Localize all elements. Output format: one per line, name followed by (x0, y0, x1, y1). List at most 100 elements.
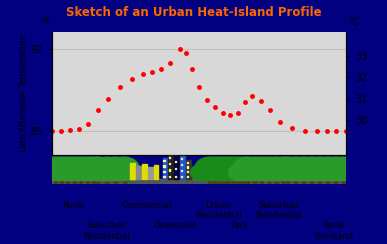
Ellipse shape (243, 164, 264, 181)
Ellipse shape (224, 164, 245, 181)
Text: Park: Park (230, 221, 248, 230)
Ellipse shape (314, 164, 337, 181)
Ellipse shape (60, 164, 82, 181)
Ellipse shape (71, 157, 103, 179)
Ellipse shape (60, 164, 82, 181)
Ellipse shape (205, 164, 226, 181)
Ellipse shape (210, 164, 230, 181)
Bar (105, 179, 108, 184)
Bar (175, 161, 176, 162)
Ellipse shape (92, 157, 122, 179)
Bar (86, 179, 89, 184)
Bar (310, 179, 313, 184)
Ellipse shape (86, 164, 108, 181)
Ellipse shape (283, 164, 305, 181)
Bar (114, 179, 117, 184)
Bar (181, 170, 182, 171)
Ellipse shape (237, 164, 258, 181)
Ellipse shape (96, 164, 117, 181)
Bar (286, 179, 289, 184)
Bar (163, 165, 164, 167)
Ellipse shape (200, 164, 221, 181)
Ellipse shape (257, 164, 277, 181)
Bar (181, 164, 182, 165)
Ellipse shape (190, 164, 211, 181)
Ellipse shape (73, 164, 95, 181)
Text: Suburban
Residential: Suburban Residential (255, 201, 302, 220)
Ellipse shape (105, 164, 126, 181)
Ellipse shape (264, 164, 284, 181)
Ellipse shape (66, 164, 89, 181)
Bar (187, 176, 188, 177)
Ellipse shape (253, 164, 274, 181)
Bar (180, 156, 185, 179)
Ellipse shape (123, 164, 144, 181)
Ellipse shape (41, 164, 63, 181)
Ellipse shape (39, 157, 71, 179)
Ellipse shape (318, 164, 341, 181)
Bar (169, 163, 171, 164)
Ellipse shape (219, 164, 240, 181)
Ellipse shape (271, 157, 304, 179)
Ellipse shape (275, 164, 295, 181)
Bar (148, 167, 152, 179)
Ellipse shape (236, 164, 256, 181)
Bar (228, 179, 230, 184)
Ellipse shape (87, 164, 108, 181)
Ellipse shape (240, 157, 270, 179)
Bar (223, 179, 226, 184)
Ellipse shape (233, 157, 262, 179)
Bar (232, 179, 235, 184)
Bar (326, 179, 329, 184)
Ellipse shape (65, 157, 97, 179)
Bar (175, 168, 176, 169)
Ellipse shape (269, 157, 298, 179)
Ellipse shape (79, 164, 102, 181)
Bar (282, 179, 284, 184)
Bar (253, 179, 256, 184)
Bar (302, 179, 305, 184)
Bar (168, 155, 173, 179)
Ellipse shape (218, 164, 238, 181)
Bar (60, 179, 63, 184)
Ellipse shape (224, 157, 253, 179)
Bar (154, 165, 158, 179)
Bar (318, 179, 321, 184)
Ellipse shape (205, 157, 234, 179)
Ellipse shape (34, 164, 57, 181)
Ellipse shape (291, 164, 313, 181)
Bar (187, 162, 188, 163)
Bar (73, 179, 76, 184)
Bar (199, 170, 203, 179)
Ellipse shape (303, 157, 336, 179)
Ellipse shape (229, 164, 249, 181)
Bar (169, 157, 171, 158)
Text: °F: °F (40, 17, 51, 27)
Ellipse shape (311, 157, 344, 179)
Ellipse shape (83, 157, 113, 179)
Ellipse shape (298, 164, 321, 181)
Ellipse shape (322, 164, 345, 181)
Bar (208, 179, 211, 184)
Ellipse shape (58, 157, 91, 179)
Bar (275, 179, 277, 184)
Ellipse shape (279, 157, 312, 179)
Ellipse shape (209, 157, 239, 179)
Bar (187, 171, 188, 172)
Ellipse shape (208, 164, 229, 181)
Ellipse shape (77, 157, 110, 179)
Bar (218, 179, 221, 184)
Text: Commercial: Commercial (121, 201, 171, 210)
Ellipse shape (96, 164, 117, 181)
Ellipse shape (334, 164, 356, 181)
Ellipse shape (114, 164, 135, 181)
Bar (54, 179, 57, 184)
Ellipse shape (307, 164, 329, 181)
Ellipse shape (287, 157, 320, 179)
Bar (169, 176, 171, 177)
Ellipse shape (219, 157, 248, 179)
Bar (136, 166, 141, 179)
Bar (96, 179, 99, 184)
Bar (242, 179, 245, 184)
Text: Suburban
Residential: Suburban Residential (83, 221, 130, 241)
